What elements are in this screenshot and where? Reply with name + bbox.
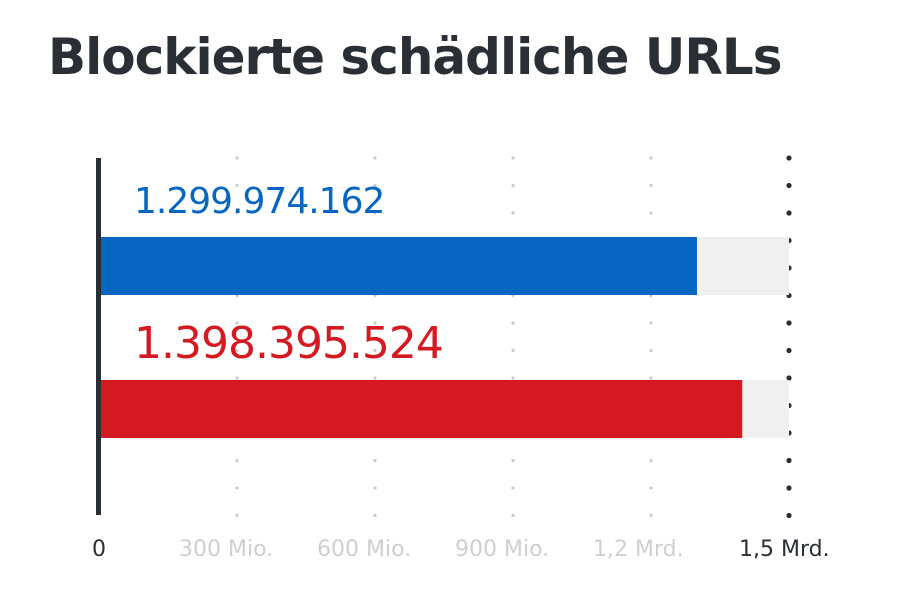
grid-dot <box>649 513 653 518</box>
grid-dot <box>649 458 653 463</box>
grid-dot <box>373 376 377 380</box>
grid-dot <box>235 211 239 215</box>
grid-dot <box>235 156 239 160</box>
grid-dot <box>511 211 515 215</box>
grid-dot <box>511 486 515 490</box>
grid-dot <box>786 347 792 354</box>
data-label: 1.398.395.524 <box>134 318 443 369</box>
grid-dot <box>786 320 792 326</box>
grid-dot <box>235 513 239 518</box>
grid-dot <box>373 513 377 518</box>
grid-dot <box>511 513 515 518</box>
y-axis-line <box>96 158 101 515</box>
grid-dot <box>373 486 377 490</box>
grid-dot <box>786 182 792 189</box>
grid-dot <box>786 375 792 381</box>
x-tick-label: 0 <box>92 537 106 562</box>
grid-dot <box>373 183 377 188</box>
grid-dot <box>649 321 653 325</box>
grid-dot <box>786 512 792 519</box>
grid-dot <box>786 457 792 464</box>
grid-dot <box>235 183 239 188</box>
grid-dot <box>511 348 515 353</box>
bar-1 <box>99 237 697 295</box>
grid-dot <box>373 156 377 160</box>
bar-2 <box>99 380 743 438</box>
grid-dot <box>373 321 377 325</box>
grid-dot <box>649 211 653 215</box>
x-tick-label: 1,5 Mrd. <box>739 537 830 562</box>
x-tick-label: 900 Mio. <box>455 537 549 562</box>
grid-dot <box>511 321 515 325</box>
x-tick-label: 300 Mio. <box>179 537 273 562</box>
grid-dot <box>235 376 239 380</box>
grid-dot <box>235 486 239 490</box>
grid-dot <box>649 183 653 188</box>
x-tick-label: 600 Mio. <box>317 537 411 562</box>
grid-dot <box>649 156 653 160</box>
grid-dot <box>649 376 653 380</box>
grid-dot <box>511 183 515 188</box>
grid-dot <box>511 156 515 160</box>
grid-dot <box>511 376 515 380</box>
grid-dot <box>786 485 792 491</box>
grid-dot <box>235 348 239 353</box>
grid-dot <box>235 321 239 325</box>
grid-dot <box>786 210 792 216</box>
grid-dot <box>649 348 653 353</box>
x-tick-label: 1,2 Mrd. <box>593 537 684 562</box>
data-label: 1.299.974.162 <box>134 181 384 222</box>
chart-title: Blockierte schädliche URLs <box>48 28 782 86</box>
grid-dot <box>786 155 792 161</box>
grid-dot <box>373 211 377 215</box>
grid-dot <box>235 458 239 463</box>
grid-dot <box>511 458 515 463</box>
grid-dot <box>373 348 377 353</box>
grid-dot <box>649 486 653 490</box>
grid-dot <box>373 458 377 463</box>
